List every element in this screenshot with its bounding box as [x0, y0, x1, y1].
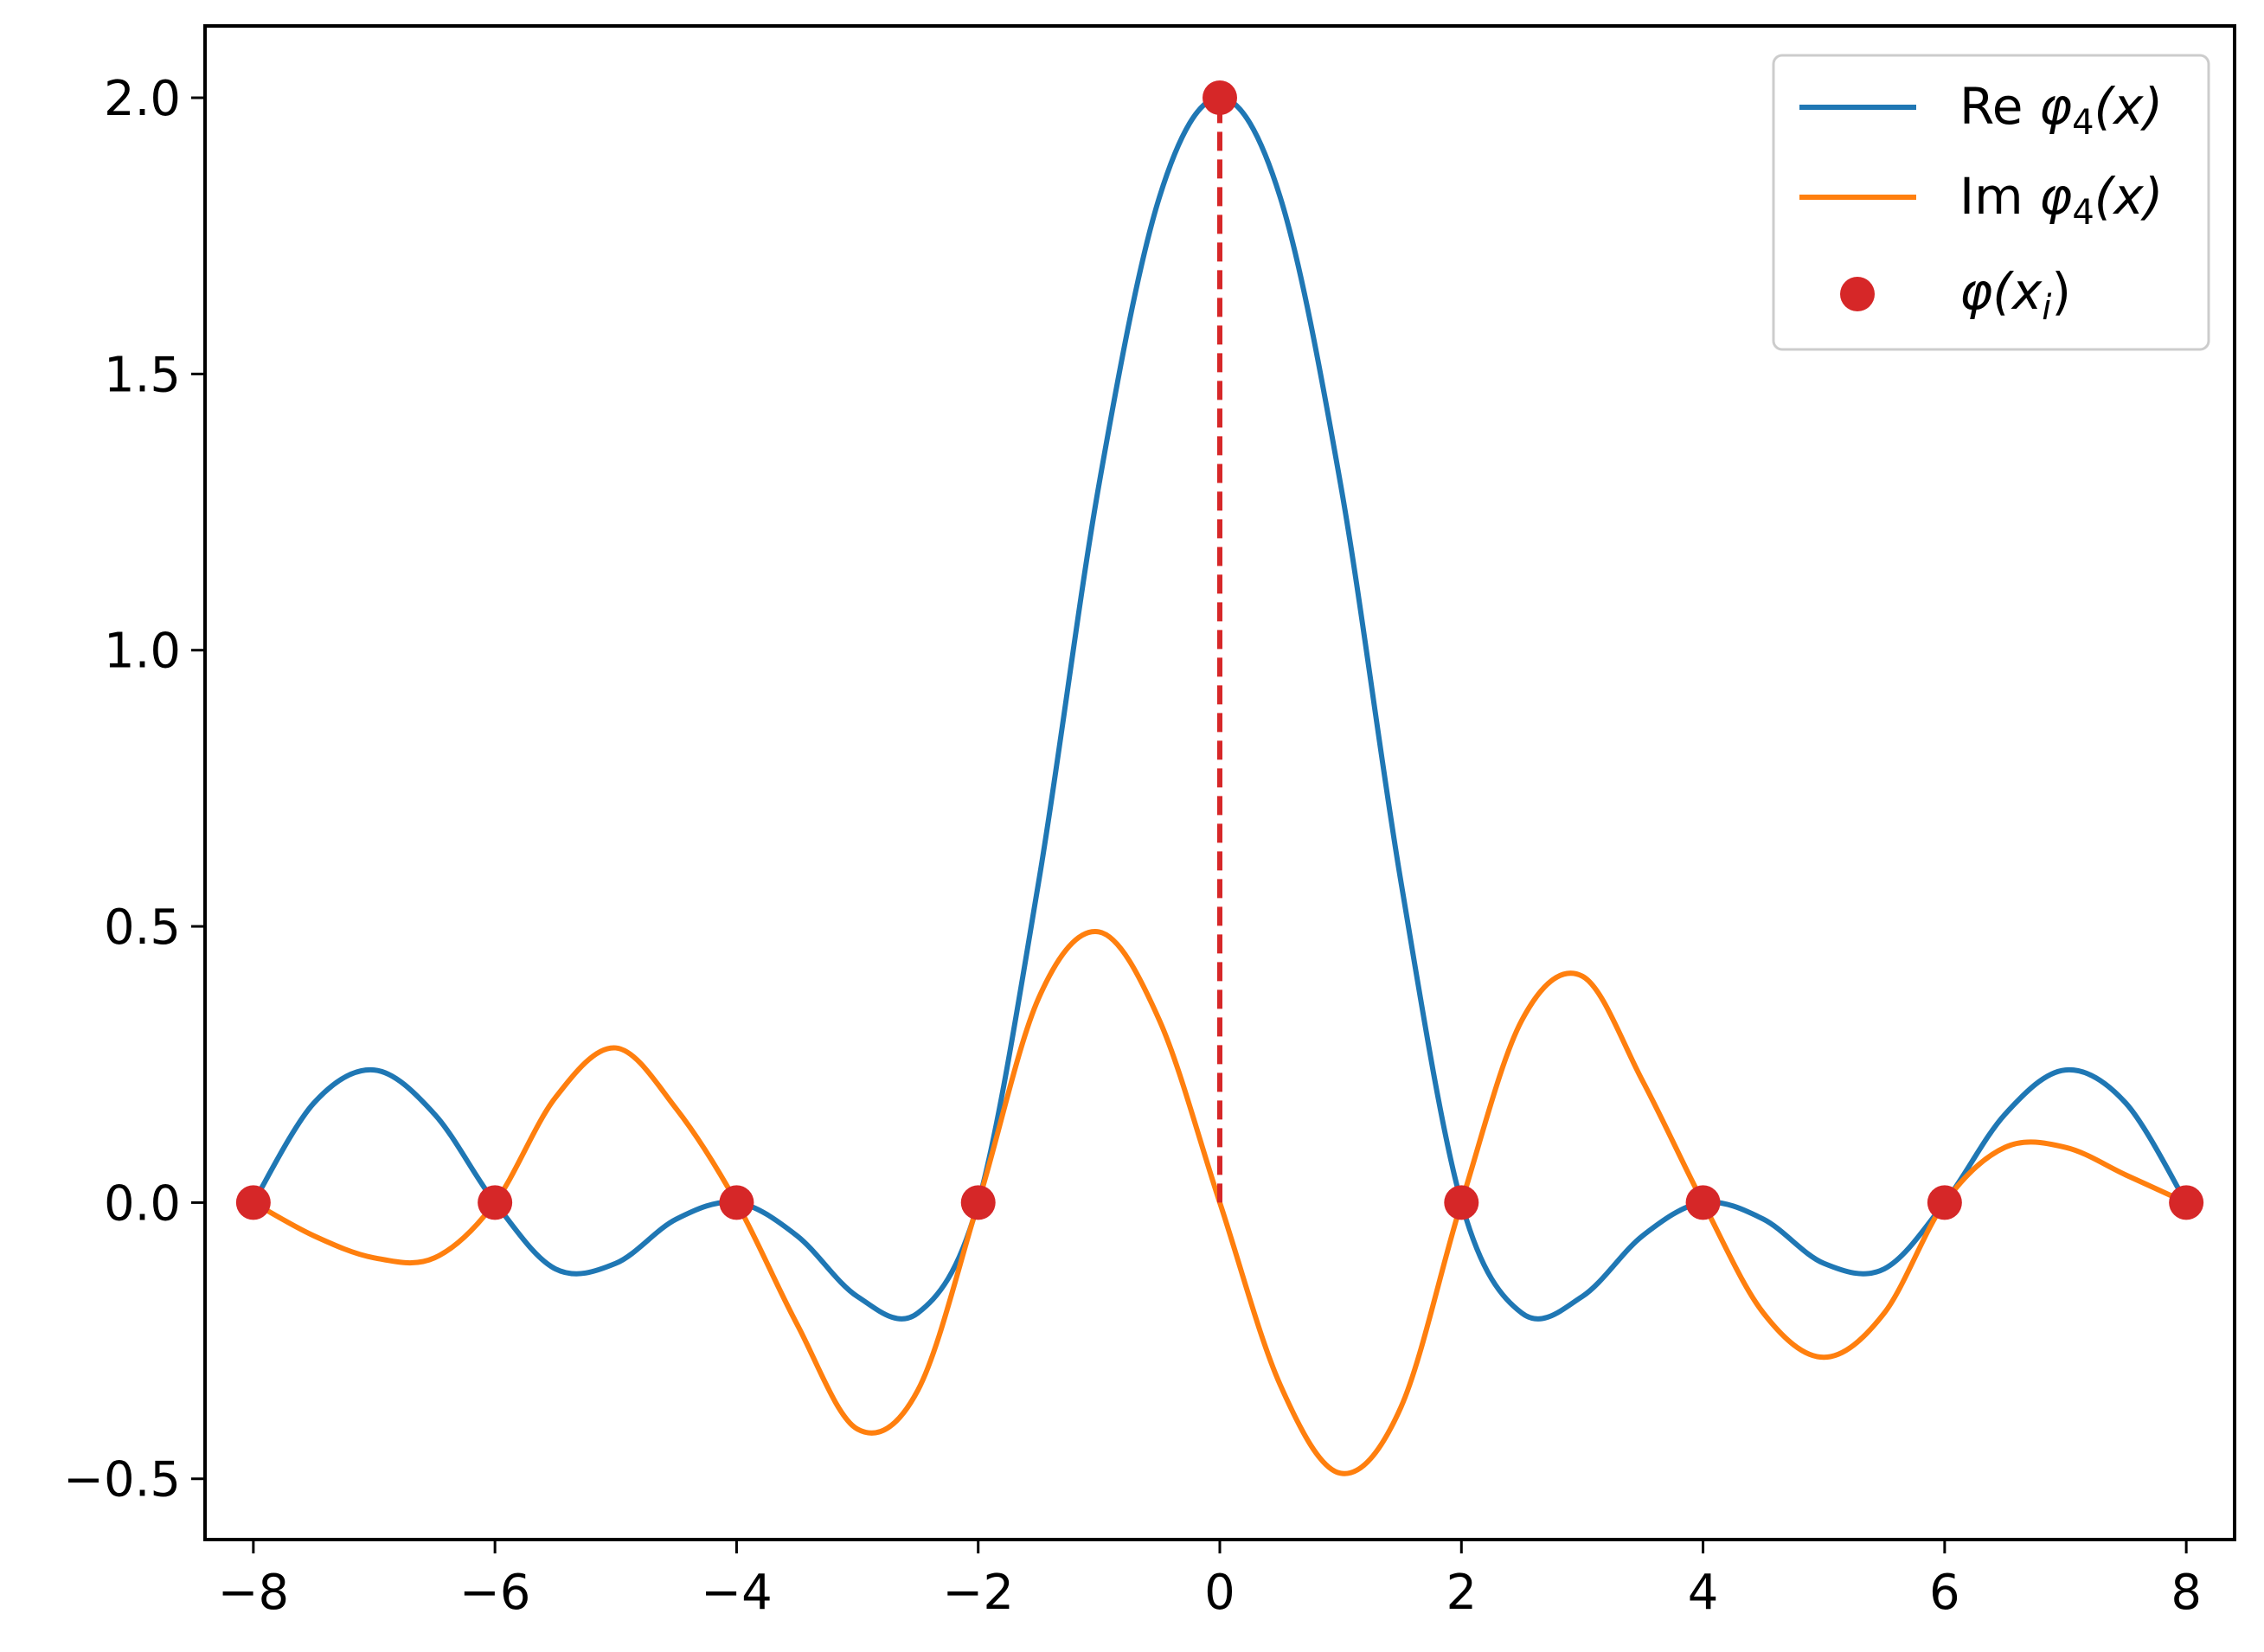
data-point	[2169, 1185, 2204, 1220]
x-tick-label: −4	[701, 1565, 773, 1621]
x-tick-label: 2	[1446, 1565, 1477, 1621]
y-tick-label: 0.0	[104, 1175, 181, 1232]
y-tick-label: 2.0	[104, 71, 181, 127]
x-tick-label: 4	[1688, 1565, 1719, 1621]
data-point	[719, 1185, 754, 1220]
x-tick-label: 8	[2171, 1565, 2202, 1621]
x-tick-label: −8	[218, 1565, 290, 1621]
legend-label-points: φ(xi)	[1959, 262, 2071, 328]
data-point	[1927, 1185, 1962, 1220]
legend-box	[1772, 54, 2210, 351]
legend-swatch-points	[1840, 277, 1875, 311]
data-point	[960, 1185, 996, 1220]
data-point	[478, 1185, 513, 1220]
data-point	[1203, 80, 1237, 116]
marker-layer	[235, 80, 2204, 1220]
y-tick-label: 1.0	[104, 624, 181, 680]
legend-label-re: Re φ4(x)	[1959, 77, 2163, 143]
x-tick-label: 0	[1204, 1565, 1235, 1621]
y-tick-label: 1.5	[104, 347, 181, 403]
x-tick-label: 6	[1929, 1565, 1960, 1621]
x-axis: −8 −6 −4 −2 0 2 4 6 8	[218, 1540, 2202, 1621]
y-tick-label: −0.5	[63, 1452, 181, 1508]
data-point	[1444, 1185, 1479, 1220]
y-axis: −0.5 0.0 0.5 1.0 1.5 2.0	[63, 71, 205, 1508]
data-point	[235, 1185, 271, 1220]
x-tick-label: −2	[942, 1565, 1014, 1621]
y-tick-label: 0.5	[104, 900, 181, 956]
data-point	[1685, 1185, 1721, 1220]
x-tick-label: −6	[459, 1565, 531, 1621]
legend-label-im: Im φ4(x)	[1959, 167, 2163, 233]
legend: Re φ4(x) Im φ4(x) φ(xi)	[1772, 54, 2210, 351]
